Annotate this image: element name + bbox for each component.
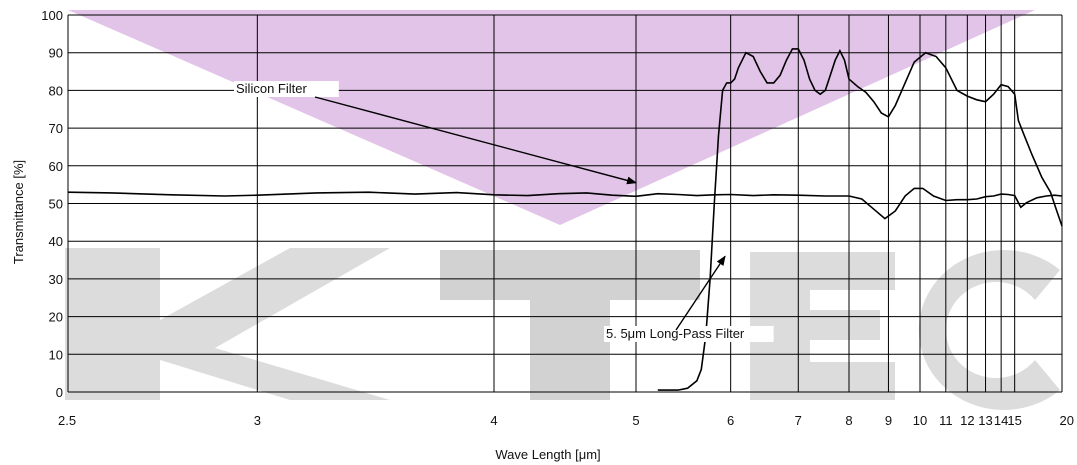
y-tick-label-80: 80 (49, 83, 63, 98)
y-tick-label-0: 0 (56, 385, 63, 400)
y-tick-label-60: 60 (49, 159, 63, 174)
y-tick-label-70: 70 (49, 121, 63, 136)
watermark-shape-top (68, 10, 1035, 225)
annotation-silicon-background (234, 81, 339, 97)
x-tick-label-8: 8 (845, 413, 852, 428)
x-tick-label-7: 7 (795, 413, 802, 428)
y-axis-label: Transmittance [%] (11, 160, 26, 264)
annotation-silicon-label: Silicon Filter (236, 81, 307, 96)
x-axis-label: Wave Length [μm] (495, 447, 600, 462)
watermark-letter-k-left (65, 248, 160, 400)
x-tick-label-10: 10 (913, 413, 927, 428)
x-tick-label-11: 11 (939, 413, 953, 428)
y-tick-label-30: 30 (49, 272, 63, 287)
series-line-long-pass-filter (657, 48, 1063, 391)
x-tick-label-9: 9 (885, 413, 892, 428)
x-tick-label-20: 20 (1060, 413, 1074, 428)
y-tick-label-90: 90 (49, 46, 63, 61)
watermark-letter-e (750, 252, 895, 400)
watermark-letter-c (918, 250, 1060, 410)
series-line-silicon-filter (67, 187, 1063, 220)
annotation-longpass-background (604, 326, 774, 342)
x-tick-labels: 2.5 3 4 5 6 7 8 9 10 11 12 13 14 15 20 (58, 413, 1074, 428)
annotations-layer: Silicon Filter 5. 5μm Long-Pass Filter (234, 81, 774, 342)
x-tick-label-14: 14 (994, 413, 1008, 428)
x-tick-label-3: 3 (254, 413, 261, 428)
watermark-letter-k-arm (160, 248, 390, 400)
y-tick-label-50: 50 (49, 197, 63, 212)
series-layer (67, 48, 1063, 391)
x-tick-label-2.5: 2.5 (58, 413, 76, 428)
watermark-logo (65, 10, 1060, 410)
annotation-longpass-label: 5. 5μm Long-Pass Filter (606, 326, 745, 341)
y-tick-label-100: 100 (41, 8, 63, 23)
y-tick-label-20: 20 (49, 310, 63, 325)
y-tick-label-10: 10 (49, 347, 63, 362)
x-tick-label-13: 13 (978, 413, 992, 428)
y-tick-label-40: 40 (49, 234, 63, 249)
y-tick-labels: 0 10 20 30 40 50 60 70 80 90 100 (41, 8, 63, 400)
x-tick-label-6: 6 (727, 413, 734, 428)
x-tick-label-12: 12 (960, 413, 974, 428)
x-tick-label-15: 15 (1007, 413, 1021, 428)
watermark-letter-t (440, 250, 700, 400)
x-tick-label-5: 5 (632, 413, 639, 428)
annotation-silicon-arrow (314, 96, 637, 185)
annotation-longpass-arrow (675, 255, 726, 331)
x-tick-label-4: 4 (490, 413, 497, 428)
